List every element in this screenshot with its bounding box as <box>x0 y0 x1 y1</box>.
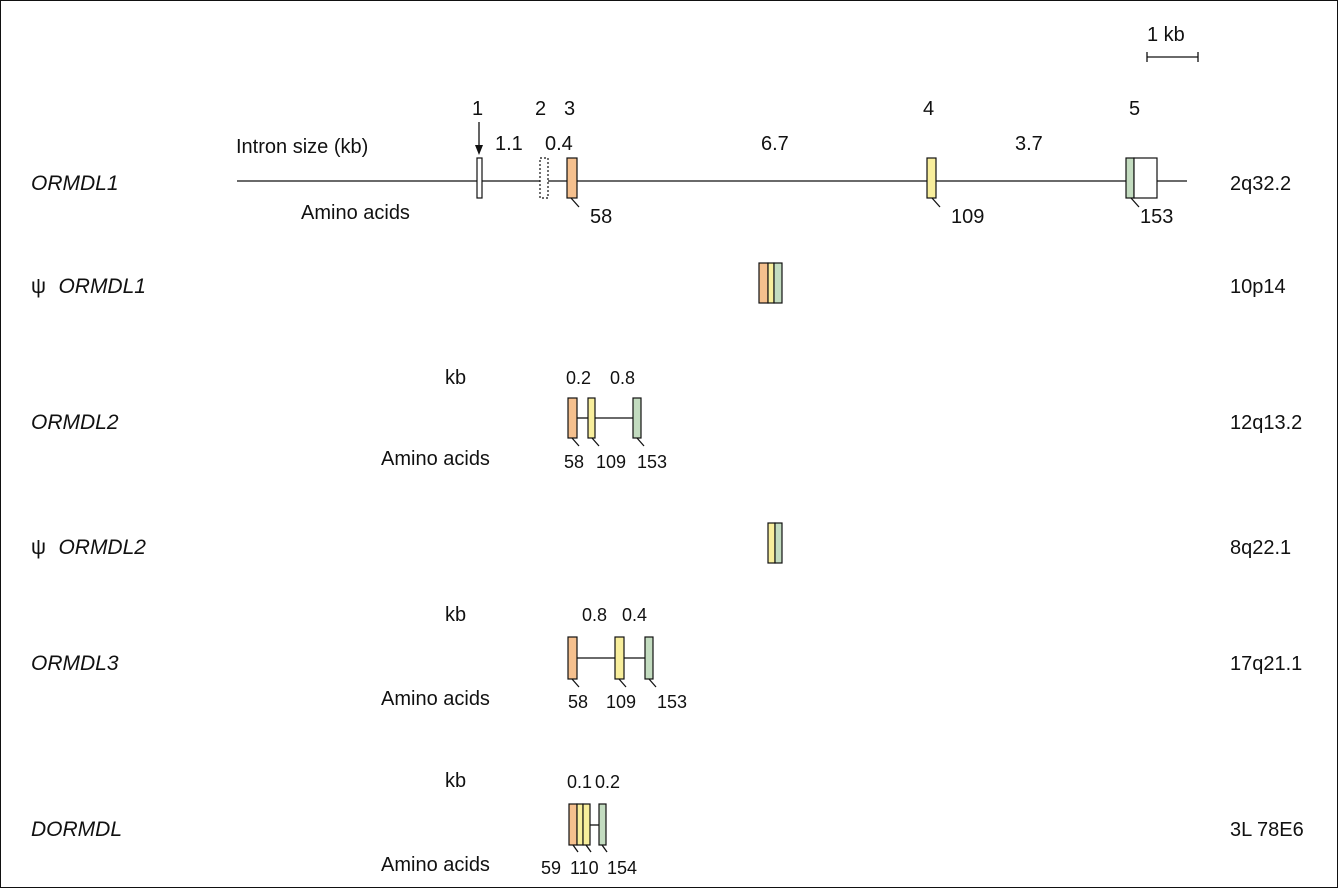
exon-1 <box>567 636 578 680</box>
exon-3 <box>566 157 578 199</box>
start-arrow-head <box>475 145 483 155</box>
exon-5-coding <box>1125 157 1135 199</box>
exon-1 <box>568 803 578 846</box>
gene-row-psi-ormdl1: ψ ORMDL1 10p14 <box>31 262 1286 304</box>
gene-name: ORMDL1 <box>31 172 119 195</box>
kb-label: kb <box>445 367 466 389</box>
exon-3 <box>598 803 607 846</box>
amino-acids-label: Amino acids <box>381 448 490 470</box>
aa-tick-58 <box>571 437 580 447</box>
pseudo-block-orange <box>758 262 769 304</box>
aa-tick-58 <box>571 678 580 688</box>
chromosome-locus: 10p14 <box>1230 276 1286 298</box>
exon-2-dotted <box>539 157 549 199</box>
intron-size-2: 0.4 <box>622 605 647 625</box>
pseudo-block-green <box>774 522 783 564</box>
exon-1 <box>567 397 578 439</box>
scale-bar: 1 kb <box>1146 24 1199 62</box>
intron-size-1: 0.1 <box>567 772 592 792</box>
gene-row-ormdl2: ORMDL2 12q13.2 kb 0.2 0.8 Amino acids 58… <box>31 367 1302 472</box>
exon-number-3: 3 <box>564 98 575 120</box>
pseudogene-label: ψ ORMDL2 <box>31 536 146 559</box>
intron-size-2: 0.2 <box>595 772 620 792</box>
gene-name: ORMDL3 <box>31 652 119 675</box>
aa-tick-109 <box>591 437 600 447</box>
gene-name: ORMDL2 <box>58 536 146 559</box>
chromosome-locus: 12q13.2 <box>1230 412 1302 434</box>
exon-number-4: 4 <box>923 98 934 120</box>
aa-position-154: 154 <box>607 858 637 878</box>
chromosome-locus: 3L 78E6 <box>1230 819 1304 841</box>
chromosome-locus: 17q21.1 <box>1230 653 1302 675</box>
aa-tick-109 <box>618 678 627 688</box>
gene-name: ORMDL1 <box>58 275 146 298</box>
pseudogene-label: ψ ORMDL1 <box>31 275 146 298</box>
pseudo-block-yellow <box>767 262 775 304</box>
exon-3 <box>632 397 642 439</box>
aa-tick-153 <box>636 437 645 447</box>
gene-row-ormdl1: ORMDL1 2q32.2 1 2 3 4 5 Intron size (kb)… <box>31 98 1291 228</box>
aa-tick-154 <box>601 844 608 853</box>
pseudo-block-yellow <box>767 522 776 564</box>
intron-size-label: Intron size (kb) <box>236 136 368 158</box>
exon-2b <box>582 803 591 846</box>
exon-1 <box>476 157 483 199</box>
amino-acids-label: Amino acids <box>301 202 410 224</box>
aa-position-153: 153 <box>657 692 687 712</box>
aa-position-109: 109 <box>951 206 984 228</box>
exon-5-utr <box>1133 157 1158 199</box>
aa-tick-153 <box>648 678 657 688</box>
exon-4 <box>926 157 937 199</box>
aa-tick-58 <box>570 197 580 208</box>
intron-size-4: 3.7 <box>1015 133 1043 155</box>
aa-tick-110 <box>585 844 592 853</box>
intron-size-1: 0.2 <box>566 368 591 388</box>
psi-symbol: ψ <box>31 275 46 298</box>
kb-label: kb <box>445 770 466 792</box>
aa-position-109: 109 <box>606 692 636 712</box>
aa-position-109: 109 <box>596 452 626 472</box>
exon-3 <box>644 636 654 680</box>
intron-size-1: 0.8 <box>582 605 607 625</box>
exon-2a <box>576 803 584 846</box>
exon-number-2: 2 <box>535 98 546 120</box>
amino-acids-label: Amino acids <box>381 854 490 876</box>
exon-2 <box>587 397 596 439</box>
gene-row-psi-ormdl2: ψ ORMDL2 8q22.1 <box>31 522 1291 564</box>
aa-tick-59 <box>572 844 579 853</box>
intron-size-1: 1.1 <box>495 133 523 155</box>
exon-2 <box>614 636 625 680</box>
aa-position-59: 59 <box>541 858 561 878</box>
gene-name: ORMDL2 <box>31 411 119 434</box>
gene-row-dormdl: DORMDL 3L 78E6 kb 0.1 0.2 Amino acids 59… <box>31 770 1304 878</box>
aa-position-110: 110 <box>570 858 599 878</box>
chromosome-locus: 2q32.2 <box>1230 173 1291 195</box>
amino-acids-label: Amino acids <box>381 688 490 710</box>
intron-size-3: 6.7 <box>761 133 789 155</box>
aa-position-153: 153 <box>1140 206 1173 228</box>
aa-tick-109 <box>931 197 941 208</box>
intron-size-2: 0.8 <box>610 368 635 388</box>
aa-position-58: 58 <box>568 692 588 712</box>
chromosome-locus: 8q22.1 <box>1230 537 1291 559</box>
intron-size-2: 0.4 <box>545 133 573 155</box>
gene-name: DORMDL <box>31 818 122 841</box>
pseudo-block-green <box>773 262 783 304</box>
psi-symbol: ψ <box>31 536 46 559</box>
aa-position-153: 153 <box>637 452 667 472</box>
gene-row-ormdl3: ORMDL3 17q21.1 kb 0.8 0.4 Amino acids 58… <box>31 604 1302 712</box>
aa-position-58: 58 <box>590 206 612 228</box>
scale-bar-label: 1 kb <box>1147 24 1185 46</box>
exon-number-5: 5 <box>1129 98 1140 120</box>
aa-tick-153 <box>1130 197 1140 208</box>
exon-number-1: 1 <box>472 98 483 120</box>
kb-label: kb <box>445 604 466 626</box>
aa-position-58: 58 <box>564 452 584 472</box>
